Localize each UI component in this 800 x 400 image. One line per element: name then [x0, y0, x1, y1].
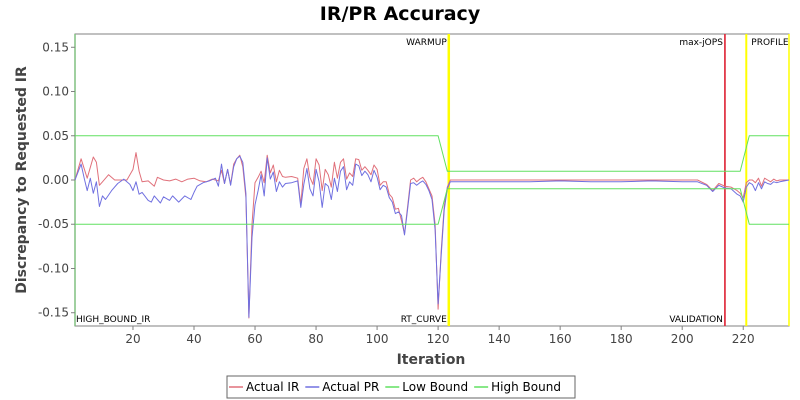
- plot-area: HIGH_BOUND_IR WARMUP RT_CURVE max-jOPS VALID…: [74, 33, 790, 327]
- legend-item: Low Bound: [402, 380, 468, 394]
- x-tick-label: 160: [549, 332, 572, 346]
- y-tick-label: 0.10: [42, 85, 69, 99]
- legend: Actual IR Actual PR Low Bound High Bound: [226, 375, 576, 399]
- marker-labels: HIGH_BOUND_IR WARMUP RT_CURVE max-jOPS VALID…: [76, 38, 789, 325]
- legend-item: Actual PR: [322, 380, 379, 394]
- x-tick-label: 180: [610, 332, 633, 346]
- x-tick-label: 80: [308, 332, 323, 346]
- y-tick-label: 0.00: [42, 173, 69, 187]
- y-tick-label: 0.15: [42, 40, 69, 54]
- marker-label: PROFILE: [751, 38, 789, 48]
- x-tick-label: 140: [488, 332, 511, 346]
- series-line-actual-ir: [74, 152, 789, 319]
- y-axis-label: Discrepancy to Requested IR: [14, 66, 30, 294]
- series-lines: [74, 135, 790, 319]
- x-tick-label: 20: [125, 332, 140, 346]
- series-line-actual-pr: [74, 155, 790, 318]
- legend-box: [226, 375, 576, 399]
- x-tick-label: 60: [247, 332, 262, 346]
- chart-title: IR/PR Accuracy: [320, 3, 481, 25]
- x-tick-label: 40: [186, 332, 201, 346]
- marker-label: VALIDATION: [669, 315, 723, 325]
- legend-item: High Bound: [491, 380, 561, 394]
- marker-label: RT_CURVE: [401, 315, 447, 325]
- y-tick-label: -0.15: [38, 306, 69, 320]
- x-tick-label: 220: [732, 332, 755, 346]
- series-line-high-bound: [75, 135, 789, 172]
- y-tick-label: 0.05: [42, 129, 69, 143]
- y-tick-label: -0.10: [38, 261, 69, 275]
- marker-label: HIGH_BOUND_IR: [76, 315, 150, 325]
- marker-label: max-jOPS: [679, 38, 723, 48]
- y-axis: -0.15 -0.10 -0.05 0.00 0.05 0.10 0.15: [38, 40, 75, 320]
- x-axis: 20 40 60 80 100 120 140 160 180 200 220: [125, 326, 755, 346]
- series-line-low-bound: [75, 188, 789, 225]
- legend-item: Actual IR: [246, 380, 299, 394]
- x-tick-label: 120: [427, 332, 450, 346]
- x-tick-label: 100: [366, 332, 389, 346]
- marker-label: WARMUP: [406, 38, 447, 48]
- x-axis-label: Iteration: [397, 352, 466, 368]
- x-tick-label: 200: [671, 332, 694, 346]
- y-tick-label: -0.05: [38, 217, 69, 231]
